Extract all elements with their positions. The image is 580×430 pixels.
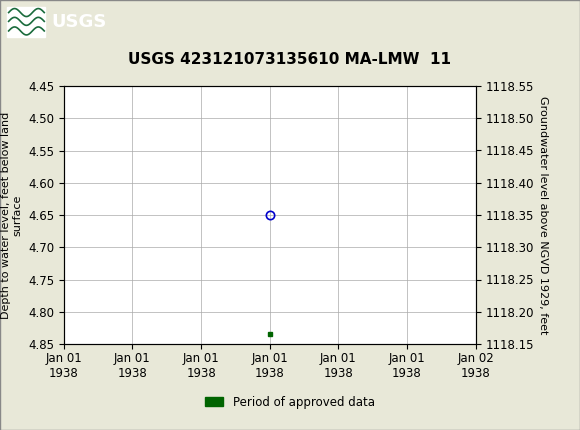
Text: USGS 423121073135610 MA-LMW  11: USGS 423121073135610 MA-LMW 11: [129, 52, 451, 67]
Y-axis label: Groundwater level above NGVD 1929, feet: Groundwater level above NGVD 1929, feet: [538, 96, 548, 334]
Text: USGS: USGS: [52, 13, 107, 31]
Y-axis label: Depth to water level, feet below land
surface: Depth to water level, feet below land su…: [1, 111, 23, 319]
Legend: Period of approved data: Period of approved data: [201, 391, 379, 413]
FancyBboxPatch shape: [8, 7, 45, 37]
